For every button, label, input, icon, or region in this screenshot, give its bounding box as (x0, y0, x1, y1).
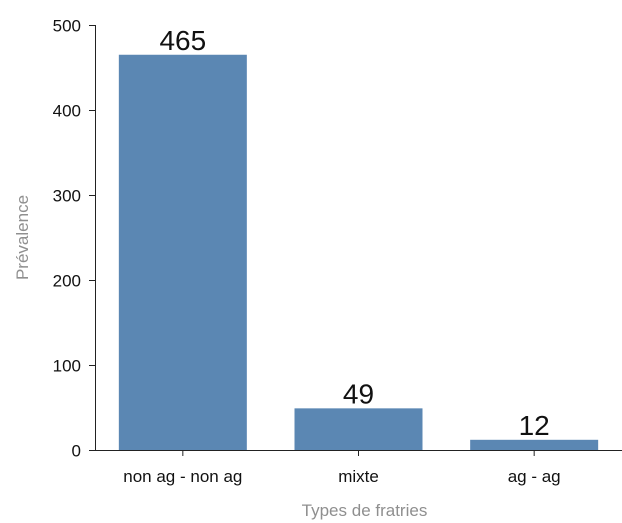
data-label-2: 12 (519, 410, 550, 441)
bar-2 (470, 439, 599, 450)
plot-area: 465 49 12 0 100 200 300 400 500 non ag - non ag… (53, 17, 622, 486)
x-axis-ticks: non ag - non ag mixte ag - ag (123, 450, 561, 486)
y-tick-label: 0 (72, 442, 81, 461)
y-tick-label: 500 (53, 17, 81, 36)
bar-0 (118, 54, 247, 450)
x-tick-label: non ag - non ag (123, 467, 242, 486)
y-axis-ticks: 0 100 200 300 400 500 (53, 17, 95, 461)
y-tick-label: 100 (53, 357, 81, 376)
bars-group (118, 54, 599, 450)
y-tick-label: 300 (53, 187, 81, 206)
y-tick-label: 400 (53, 102, 81, 121)
y-axis-title: Prévalence (13, 195, 32, 280)
x-tick-label: mixte (338, 467, 379, 486)
data-label-1: 49 (343, 378, 374, 409)
y-tick-label: 200 (53, 272, 81, 291)
data-labels-group: 465 49 12 (159, 25, 549, 441)
x-tick-label: ag - ag (508, 467, 561, 486)
data-label-0: 465 (159, 25, 206, 56)
x-axis-title: Types de fratries (302, 501, 428, 520)
bar-1 (294, 408, 423, 450)
